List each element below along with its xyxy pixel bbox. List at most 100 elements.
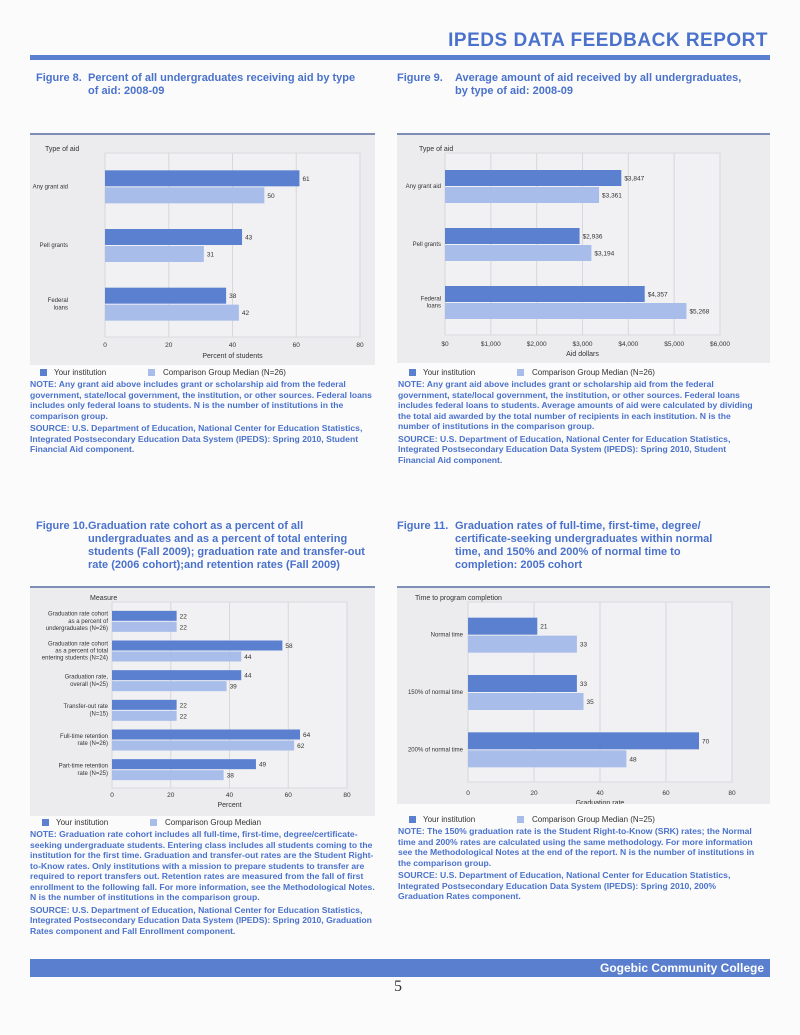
x-axis-title: Percent of students bbox=[202, 353, 263, 360]
footer-institution-name: Gogebic Community College bbox=[599, 961, 764, 975]
bar-value-label: 43 bbox=[245, 235, 253, 242]
legend-comparison: Comparison Group Median (N=26) bbox=[532, 368, 655, 377]
bar-value-label: $5,268 bbox=[689, 309, 709, 316]
figure-9-chart: $0 $1,000 $2,000 $3,000 $4,000 $5,000 $6,000 Ai… bbox=[397, 133, 770, 363]
bar-your-institution bbox=[112, 729, 300, 740]
legend-swatch-your-institution bbox=[42, 819, 49, 826]
x-tick-label: 20 bbox=[167, 792, 175, 799]
bar-your-institution bbox=[445, 286, 645, 302]
figure-11-note: NOTE: The 150% graduation rate is the St… bbox=[398, 826, 755, 868]
figure-9-notes: NOTE: Any grant aid above includes grant… bbox=[398, 379, 758, 467]
bar-value-label: $3,847 bbox=[624, 176, 644, 183]
bar-comparison bbox=[445, 187, 600, 203]
legend-your-institution: Your institution bbox=[56, 818, 109, 827]
bar-your-institution bbox=[445, 170, 622, 186]
bar-value-label: $4,357 bbox=[648, 292, 668, 299]
bar-comparison bbox=[468, 693, 584, 710]
x-tick-label: $3,000 bbox=[573, 341, 593, 348]
bar-value-label: 64 bbox=[303, 732, 311, 739]
category-label: Graduation rate cohort as a percent of to… bbox=[42, 641, 109, 661]
bar-value-label: 21 bbox=[540, 624, 548, 631]
y-axis-title: Type of aid bbox=[419, 146, 453, 153]
legend-swatch-your-institution bbox=[409, 816, 416, 823]
bar-your-institution bbox=[112, 699, 177, 710]
category-label: Federal loans bbox=[421, 296, 441, 309]
y-axis-title: Type of aid bbox=[45, 146, 79, 153]
category-label: Any grant aid bbox=[406, 184, 441, 190]
x-tick-label: 40 bbox=[229, 342, 237, 349]
legend-swatch-comparison bbox=[517, 816, 524, 823]
figure-10-notes: NOTE: Graduation rate cohort includes al… bbox=[30, 829, 375, 938]
category-label: Full-time retention rate (N=26) bbox=[60, 734, 108, 747]
chart-svg: $0 $1,000 $2,000 $3,000 $4,000 $5,000 $6,000 Ai… bbox=[406, 146, 731, 358]
figure-11-chart: 0 20 40 60 80 Graduation rate Time to program … bbox=[397, 586, 770, 804]
footer-band bbox=[30, 959, 770, 977]
bar-value-label: 22 bbox=[180, 702, 188, 709]
bar-value-label: $3,361 bbox=[602, 193, 622, 200]
bar-your-institution bbox=[445, 228, 580, 244]
bar-your-institution bbox=[112, 610, 177, 621]
category-label: Part-time retention rate (N=25) bbox=[59, 764, 108, 777]
figure-8-chart: 0 20 40 60 80 Percent of students Type of aid A… bbox=[30, 133, 375, 365]
bar-value-label: $2,936 bbox=[583, 234, 603, 241]
bar-value-label: 33 bbox=[580, 642, 588, 649]
x-tick-label: $2,000 bbox=[527, 341, 547, 348]
figure-11-title-text: Graduation rates of full-time, first-tim… bbox=[455, 520, 713, 571]
legend-swatch-comparison bbox=[517, 369, 524, 376]
figure-9-source: SOURCE: U.S. Department of Education, Na… bbox=[398, 433, 731, 465]
bar-comparison bbox=[112, 770, 224, 781]
x-axis-title: Graduation rate bbox=[576, 800, 625, 804]
bar-comparison bbox=[105, 246, 204, 262]
category-label: Pell grants bbox=[40, 243, 68, 249]
bar-comparison bbox=[468, 750, 627, 768]
figure-11-source: SOURCE: U.S. Department of Education, Na… bbox=[398, 870, 731, 901]
figure-8-title-text: Percent of all undergraduates receiving … bbox=[88, 72, 356, 97]
bar-value-label: 38 bbox=[227, 773, 235, 780]
legend-your-institution: Your institution bbox=[423, 815, 476, 824]
bar-value-label: 22 bbox=[180, 613, 188, 620]
legend-swatch-your-institution bbox=[40, 369, 47, 376]
x-tick-label: $5,000 bbox=[664, 341, 684, 348]
x-tick-label: 80 bbox=[356, 342, 364, 349]
x-tick-label: 60 bbox=[662, 790, 670, 797]
bar-value-label: 22 bbox=[180, 713, 188, 720]
bar-value-label: $3,194 bbox=[594, 251, 614, 258]
figure-10-title-text: Graduation rate cohort as a percent of a… bbox=[88, 520, 365, 571]
header-rule bbox=[30, 55, 770, 60]
chart-svg: 0 20 40 60 80 Graduation rate Time to program … bbox=[408, 595, 736, 804]
x-tick-label: 0 bbox=[110, 792, 114, 799]
chart-svg: 0 20 40 60 80 Percent of students Type of aid A… bbox=[33, 146, 364, 360]
bar-comparison bbox=[112, 710, 177, 721]
bar-value-label: 58 bbox=[285, 643, 293, 650]
legend-swatch-comparison bbox=[150, 819, 157, 826]
bar-comparison bbox=[445, 303, 687, 319]
bar-value-label: 50 bbox=[267, 193, 275, 200]
x-tick-label: 40 bbox=[596, 790, 604, 797]
figure-11-number: Figure 11. bbox=[397, 520, 449, 532]
x-tick-label: $1,000 bbox=[481, 341, 501, 348]
category-label: Graduation rate, overall (N=25) bbox=[65, 675, 109, 688]
figure-10-legend: Your institution Comparison Group Median bbox=[42, 817, 372, 829]
x-tick-label: 60 bbox=[285, 792, 293, 799]
report-header-title: IPEDS DATA FEEDBACK REPORT bbox=[448, 30, 768, 51]
bar-your-institution bbox=[105, 229, 243, 245]
category-label: Any grant aid bbox=[33, 184, 68, 190]
category-label: 150% of normal time bbox=[408, 690, 464, 696]
bar-comparison bbox=[105, 187, 265, 204]
legend-your-institution: Your institution bbox=[423, 368, 476, 377]
bar-your-institution bbox=[468, 675, 577, 692]
bar-value-label: 70 bbox=[702, 738, 710, 745]
bar-value-label: 44 bbox=[244, 673, 252, 680]
x-axis-title: Percent bbox=[217, 802, 241, 809]
figure-8-notes: NOTE: Any grant aid above includes grant… bbox=[30, 379, 375, 457]
bar-value-label: 22 bbox=[180, 624, 188, 631]
figure-8-number: Figure 8. bbox=[36, 72, 82, 84]
bar-value-label: 39 bbox=[230, 684, 238, 691]
chart-svg: 0 20 40 60 80 Percent Measure Graduation rate c… bbox=[42, 595, 351, 809]
figure-9-legend: Your institution Comparison Group Median… bbox=[409, 367, 739, 379]
y-axis-title: Measure bbox=[90, 595, 117, 602]
x-tick-label: 0 bbox=[466, 790, 470, 797]
bar-value-label: 33 bbox=[580, 681, 588, 688]
x-tick-label: $0 bbox=[441, 341, 449, 348]
